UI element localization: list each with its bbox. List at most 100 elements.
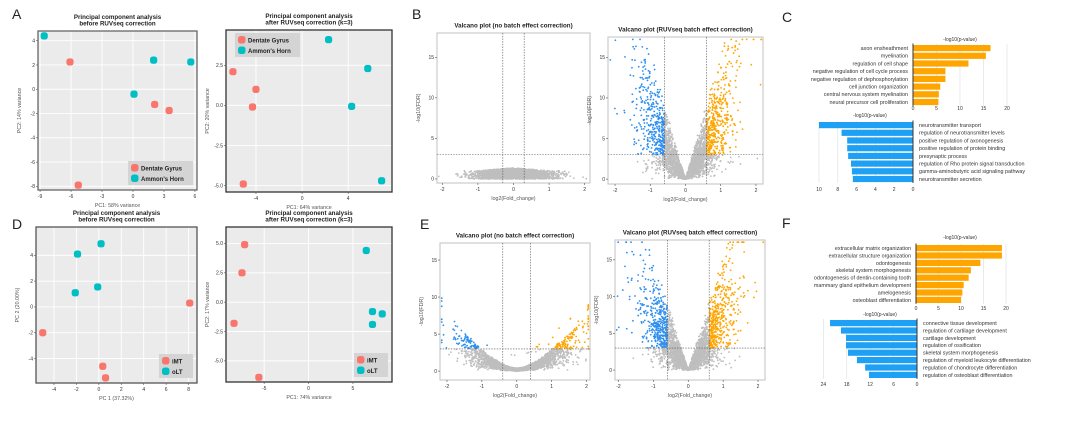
volcano-point bbox=[561, 171, 564, 174]
legend-swatch bbox=[238, 46, 246, 54]
volcano-point bbox=[529, 170, 532, 173]
volcano-point bbox=[463, 169, 466, 172]
volcano-point bbox=[662, 167, 665, 170]
volcano-point bbox=[540, 170, 543, 172]
volcano-point bbox=[716, 145, 719, 148]
volcano-point bbox=[650, 82, 653, 84]
data-point bbox=[239, 180, 247, 188]
volcano-point bbox=[652, 128, 655, 131]
volcano-point bbox=[656, 103, 659, 105]
volcano-point bbox=[462, 173, 465, 175]
volcano-point bbox=[711, 132, 714, 135]
volcano-point bbox=[643, 160, 645, 162]
volcano-point bbox=[706, 168, 709, 171]
volcano-point bbox=[718, 63, 720, 66]
volcano-point bbox=[659, 168, 661, 171]
volcano-point bbox=[494, 176, 497, 179]
volcano-point bbox=[633, 138, 636, 141]
chart-3: Valcano plot (RUVseq batch effect correc… bbox=[587, 27, 764, 203]
volcano-point bbox=[659, 164, 662, 167]
volcano-point bbox=[731, 65, 734, 68]
panel-label-f: F bbox=[782, 215, 791, 231]
volcano-point bbox=[563, 170, 566, 173]
volcano-point bbox=[475, 177, 477, 180]
volcano-point bbox=[642, 147, 645, 150]
volcano-point bbox=[729, 92, 732, 95]
volcano-point bbox=[476, 171, 479, 174]
volcano-point bbox=[704, 141, 707, 144]
volcano-point bbox=[718, 149, 721, 152]
y-axis-label: -log10(FDR) bbox=[416, 93, 422, 122]
volcano-point bbox=[673, 142, 676, 145]
volcano-point bbox=[699, 157, 702, 160]
volcano-point bbox=[609, 58, 612, 61]
volcano-point bbox=[699, 137, 702, 139]
volcano-point bbox=[517, 176, 520, 179]
volcano-point bbox=[631, 38, 634, 41]
chart-title: before RUVseq correction bbox=[79, 21, 156, 28]
volcano-point bbox=[726, 121, 728, 124]
volcano-point bbox=[643, 125, 646, 128]
volcano-point bbox=[508, 169, 511, 171]
volcano-point bbox=[516, 173, 519, 175]
volcano-point bbox=[724, 114, 727, 116]
volcano-point bbox=[720, 78, 723, 81]
volcano-point bbox=[524, 169, 527, 172]
volcano-point bbox=[485, 171, 488, 174]
volcano-point bbox=[645, 115, 648, 117]
volcano-point bbox=[644, 102, 646, 104]
volcano-point bbox=[734, 138, 737, 141]
volcano-point bbox=[725, 102, 728, 105]
volcano-point bbox=[696, 134, 699, 137]
volcano-point bbox=[640, 101, 643, 104]
volcano-point bbox=[649, 109, 652, 111]
volcano-point bbox=[513, 177, 516, 179]
legend-box bbox=[128, 161, 193, 185]
volcano-point bbox=[468, 174, 471, 176]
volcano-point bbox=[631, 93, 634, 96]
volcano-point bbox=[730, 62, 733, 65]
volcano-point bbox=[655, 125, 658, 128]
chart-2: Valcano plot (no batch effect correction… bbox=[416, 23, 591, 202]
volcano-point bbox=[656, 88, 659, 91]
volcano-point bbox=[643, 86, 646, 89]
volcano-point bbox=[725, 129, 728, 131]
volcano-point bbox=[565, 174, 568, 177]
volcano-point bbox=[720, 122, 723, 125]
volcano-point bbox=[550, 176, 552, 179]
volcano-point bbox=[642, 89, 645, 92]
chart-title: Principal component analysis bbox=[265, 13, 353, 20]
volcano-point bbox=[464, 173, 467, 176]
data-point bbox=[66, 58, 74, 66]
volcano-point bbox=[652, 98, 655, 101]
volcano-point bbox=[716, 115, 719, 118]
volcano-point bbox=[629, 118, 632, 121]
volcano-point bbox=[636, 129, 638, 132]
volcano-point bbox=[738, 43, 741, 46]
volcano-point bbox=[553, 172, 555, 175]
legend-label: Dentate Gyrus bbox=[141, 166, 183, 172]
volcano-point bbox=[714, 136, 717, 138]
volcano-point bbox=[654, 80, 657, 83]
volcano-point bbox=[635, 126, 638, 128]
volcano-point bbox=[544, 175, 546, 178]
volcano-point bbox=[655, 138, 658, 141]
volcano-point bbox=[648, 70, 651, 73]
volcano-point bbox=[649, 140, 651, 143]
volcano-point bbox=[468, 171, 471, 173]
volcano-point bbox=[474, 170, 477, 173]
data-point bbox=[74, 181, 82, 189]
volcano-point bbox=[646, 96, 649, 98]
volcano-point bbox=[718, 102, 721, 105]
volcano-point bbox=[645, 99, 647, 102]
y-tick-label: -2.5 bbox=[214, 143, 223, 149]
y-tick-label: 10 bbox=[428, 96, 434, 102]
volcano-point bbox=[710, 97, 713, 100]
x-tick-label: 0 bbox=[512, 187, 515, 193]
volcano-point bbox=[713, 174, 716, 177]
volcano-point bbox=[555, 170, 558, 173]
volcano-point bbox=[721, 171, 723, 173]
volcano-point bbox=[531, 172, 534, 175]
volcano-point bbox=[641, 70, 644, 72]
volcano-point bbox=[494, 172, 496, 174]
